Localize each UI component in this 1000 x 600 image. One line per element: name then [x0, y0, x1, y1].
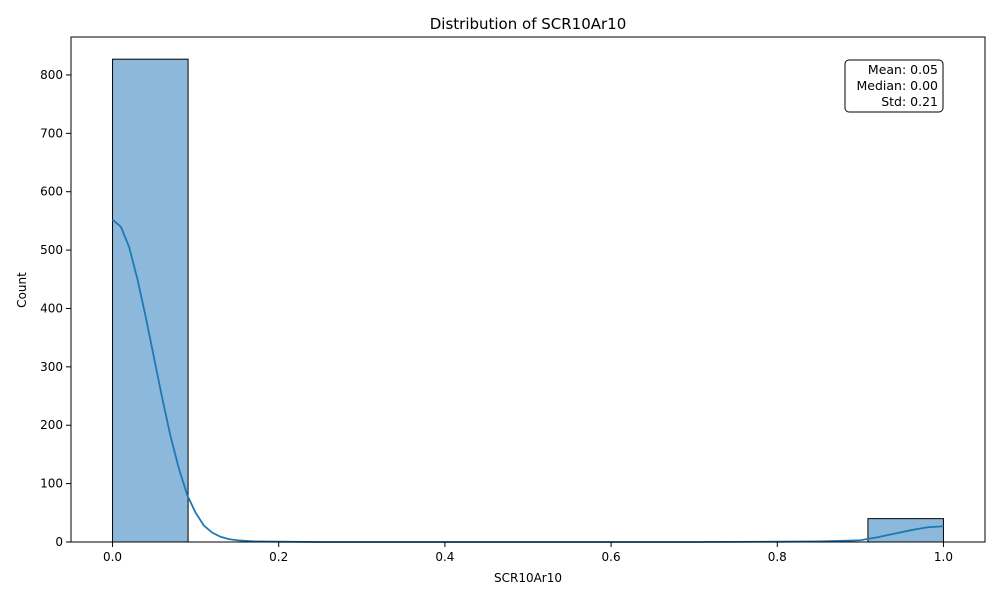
x-tick-label: 0.4 [435, 550, 454, 564]
y-axis-label: Count [15, 272, 29, 308]
x-tick-label: 0.2 [269, 550, 288, 564]
x-axis-ticks: 0.0 0.2 0.4 0.6 0.8 1.0 [103, 542, 953, 564]
x-tick-label: 1.0 [934, 550, 953, 564]
y-tick-label: 700 [40, 126, 63, 140]
stats-box-frame [844, 59, 944, 113]
chart-title: Distribution of SCR10Ar10 [430, 15, 627, 33]
histogram-bar [867, 518, 944, 543]
histogram-bars [112, 58, 944, 543]
stats-box: Mean: 0.05 Median: 0.00 Std: 0.21 [844, 59, 944, 113]
y-tick-label: 100 [40, 477, 63, 491]
y-axis-ticks: 0 100 200 300 400 500 600 700 800 [40, 68, 71, 549]
x-tick-label: 0.6 [602, 550, 621, 564]
stats-mean: Mean: 0.05 [868, 62, 938, 77]
x-tick-label: 0.8 [768, 550, 787, 564]
plot-frame [70, 36, 986, 543]
y-tick-label: 200 [40, 418, 63, 432]
x-axis-label: SCR10Ar10 [494, 571, 562, 585]
stats-median: Median: 0.00 [857, 78, 939, 93]
y-tick-label: 800 [40, 68, 63, 82]
y-tick-label: 400 [40, 301, 63, 315]
y-tick-label: 600 [40, 185, 63, 199]
y-tick-label: 300 [40, 360, 63, 374]
histogram-bar [112, 58, 189, 543]
x-tick-label: 0.0 [103, 550, 122, 564]
kde-line [111, 219, 944, 543]
stats-std: Std: 0.21 [881, 94, 938, 109]
y-tick-label: 500 [40, 243, 63, 257]
y-tick-label: 0 [55, 535, 63, 549]
